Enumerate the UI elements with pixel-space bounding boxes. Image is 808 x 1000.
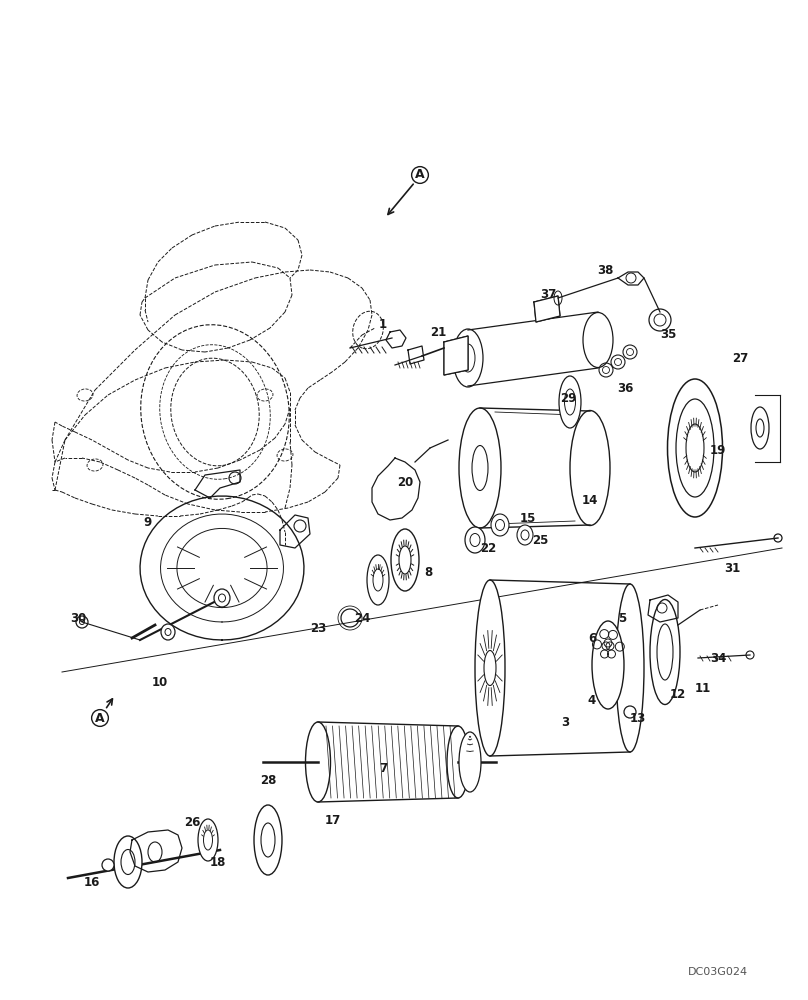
Text: 25: 25: [532, 534, 548, 546]
Ellipse shape: [459, 732, 481, 792]
Text: 38: 38: [597, 263, 613, 276]
Text: 30: 30: [69, 611, 86, 624]
Text: 6: 6: [588, 632, 596, 645]
Ellipse shape: [667, 379, 722, 517]
Polygon shape: [444, 336, 468, 375]
Text: 37: 37: [540, 288, 556, 302]
Ellipse shape: [102, 859, 114, 871]
Ellipse shape: [475, 580, 505, 756]
Text: 11: 11: [695, 682, 711, 694]
Ellipse shape: [465, 527, 485, 553]
Text: 26: 26: [183, 816, 200, 828]
Ellipse shape: [592, 621, 624, 709]
Ellipse shape: [624, 706, 636, 718]
Text: 19: 19: [709, 444, 726, 456]
Text: 7: 7: [379, 762, 387, 774]
Text: DC03G024: DC03G024: [688, 967, 748, 977]
Ellipse shape: [367, 555, 389, 605]
Text: 15: 15: [520, 512, 537, 524]
Ellipse shape: [616, 584, 644, 752]
Ellipse shape: [570, 410, 610, 526]
Ellipse shape: [650, 599, 680, 704]
Text: 29: 29: [560, 391, 576, 404]
Text: 14: 14: [582, 493, 598, 506]
Ellipse shape: [559, 376, 581, 428]
Text: 13: 13: [630, 712, 646, 724]
Ellipse shape: [491, 514, 509, 536]
Ellipse shape: [391, 529, 419, 591]
Ellipse shape: [583, 312, 613, 367]
Text: 3: 3: [561, 716, 569, 730]
Ellipse shape: [459, 408, 501, 528]
Text: 10: 10: [152, 676, 168, 688]
Text: 27: 27: [732, 352, 748, 364]
Ellipse shape: [254, 805, 282, 875]
Text: 36: 36: [617, 381, 633, 394]
Text: 5: 5: [618, 611, 626, 624]
Text: 9: 9: [144, 516, 152, 528]
Text: 16: 16: [84, 876, 100, 888]
Text: A: A: [415, 168, 425, 182]
Ellipse shape: [114, 836, 142, 888]
Text: A: A: [95, 712, 105, 724]
Text: 20: 20: [397, 476, 413, 488]
Ellipse shape: [517, 525, 533, 545]
Ellipse shape: [447, 726, 469, 798]
Ellipse shape: [76, 616, 88, 628]
Text: 28: 28: [260, 774, 276, 786]
Ellipse shape: [305, 722, 330, 802]
Ellipse shape: [214, 589, 230, 607]
Text: 23: 23: [310, 621, 326, 635]
Text: 12: 12: [670, 688, 686, 702]
Ellipse shape: [198, 819, 218, 861]
Ellipse shape: [161, 624, 175, 640]
Text: 8: 8: [424, 566, 432, 578]
Polygon shape: [534, 296, 560, 322]
Text: 17: 17: [325, 814, 341, 826]
Text: 21: 21: [430, 326, 446, 338]
Text: 4: 4: [588, 694, 596, 706]
Text: 24: 24: [354, 611, 370, 624]
Text: 22: 22: [480, 542, 496, 554]
Text: 1: 1: [379, 318, 387, 332]
Ellipse shape: [751, 407, 769, 449]
Text: 31: 31: [724, 562, 740, 574]
Ellipse shape: [453, 329, 483, 387]
Text: 35: 35: [660, 328, 676, 342]
Text: 18: 18: [210, 856, 226, 868]
Text: 34: 34: [709, 652, 726, 664]
